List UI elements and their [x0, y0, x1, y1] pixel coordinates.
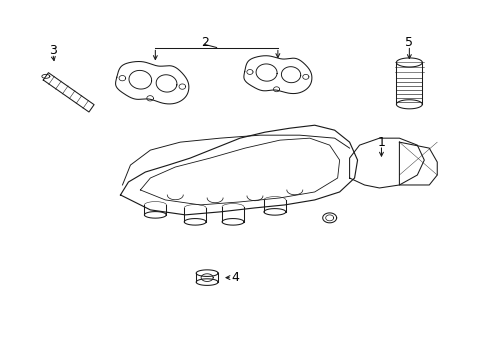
Text: 5: 5 [405, 36, 412, 49]
Text: 2: 2 [201, 36, 209, 49]
Text: 1: 1 [377, 136, 385, 149]
Text: 4: 4 [231, 271, 239, 284]
Text: 3: 3 [49, 44, 57, 57]
